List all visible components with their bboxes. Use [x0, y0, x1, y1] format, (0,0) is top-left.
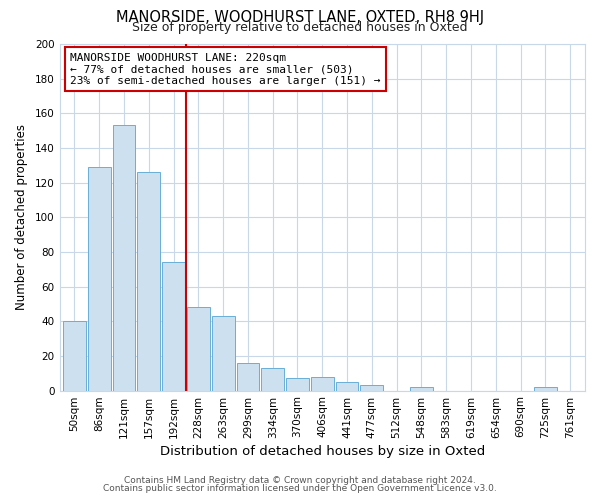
Bar — [113, 126, 136, 390]
Text: Size of property relative to detached houses in Oxted: Size of property relative to detached ho… — [132, 21, 468, 34]
Bar — [311, 376, 334, 390]
Bar — [88, 167, 110, 390]
Bar — [236, 363, 259, 390]
Bar — [335, 382, 358, 390]
Bar — [63, 322, 86, 390]
Bar — [286, 378, 309, 390]
Bar — [534, 387, 557, 390]
Text: Contains public sector information licensed under the Open Government Licence v3: Contains public sector information licen… — [103, 484, 497, 493]
Bar — [262, 368, 284, 390]
Bar — [212, 316, 235, 390]
Bar — [162, 262, 185, 390]
Bar — [361, 386, 383, 390]
Y-axis label: Number of detached properties: Number of detached properties — [15, 124, 28, 310]
X-axis label: Distribution of detached houses by size in Oxted: Distribution of detached houses by size … — [160, 444, 485, 458]
Text: MANORSIDE, WOODHURST LANE, OXTED, RH8 9HJ: MANORSIDE, WOODHURST LANE, OXTED, RH8 9H… — [116, 10, 484, 25]
Text: Contains HM Land Registry data © Crown copyright and database right 2024.: Contains HM Land Registry data © Crown c… — [124, 476, 476, 485]
Bar — [187, 308, 210, 390]
Text: MANORSIDE WOODHURST LANE: 220sqm
← 77% of detached houses are smaller (503)
23% : MANORSIDE WOODHURST LANE: 220sqm ← 77% o… — [70, 52, 380, 86]
Bar — [410, 387, 433, 390]
Bar — [137, 172, 160, 390]
